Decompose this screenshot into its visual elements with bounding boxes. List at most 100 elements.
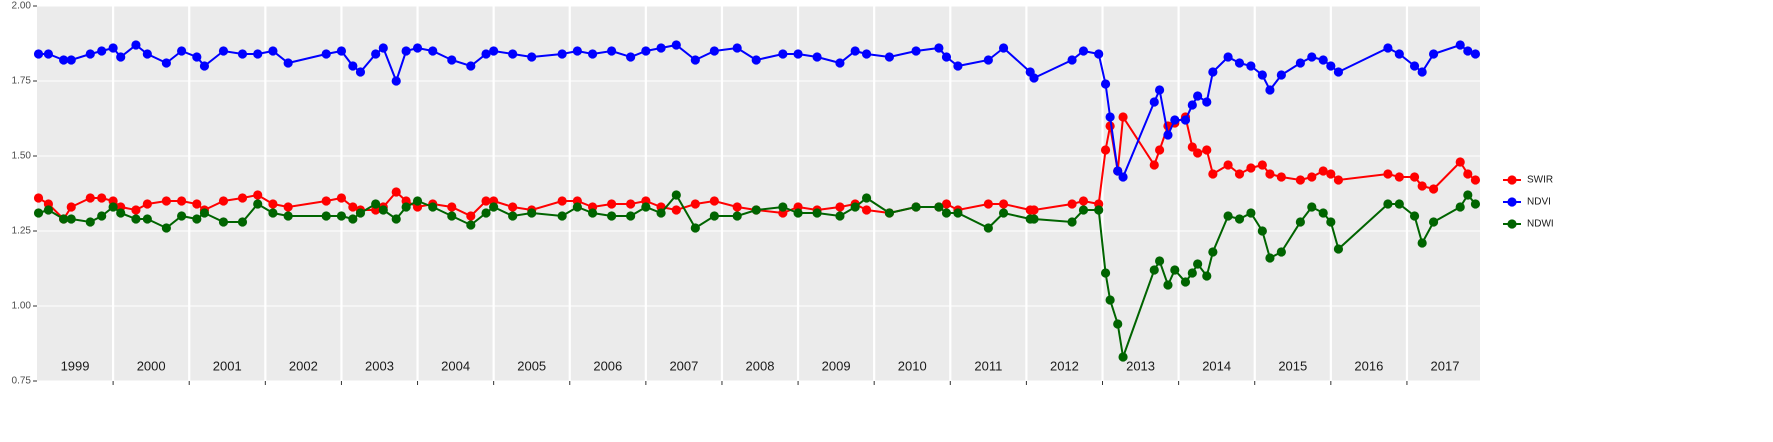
data-point [131, 214, 141, 224]
year-label: 2008 [746, 358, 775, 373]
data-point [732, 202, 742, 212]
data-point [1223, 160, 1233, 170]
data-point [850, 46, 860, 56]
data-point [1100, 79, 1111, 89]
data-point [607, 46, 617, 56]
data-point [1149, 160, 1159, 170]
data-point [1326, 217, 1336, 227]
data-point [1394, 49, 1404, 59]
data-point [1417, 181, 1427, 191]
data-point [1180, 277, 1191, 287]
data-point [66, 202, 76, 212]
data-point [1383, 199, 1393, 209]
data-point [283, 211, 293, 221]
data-point [283, 202, 293, 212]
data-point [1257, 160, 1267, 170]
year-label: 2015 [1278, 358, 1307, 373]
year-label: 2014 [1202, 358, 1231, 373]
data-point [1154, 145, 1165, 155]
data-point [1202, 145, 1212, 155]
data-point [626, 211, 636, 221]
data-point [321, 211, 331, 221]
data-point [911, 202, 921, 212]
data-point [607, 211, 617, 221]
plot-panel [37, 6, 1480, 381]
data-point [1307, 172, 1317, 182]
data-point [237, 217, 248, 227]
data-point [97, 211, 107, 221]
data-point [508, 49, 518, 59]
data-point [508, 202, 518, 212]
data-point [253, 49, 263, 59]
data-point [481, 196, 491, 206]
data-point [732, 211, 742, 221]
data-point [131, 40, 141, 50]
data-point [1428, 184, 1439, 194]
legend-label: NDVI [1527, 197, 1551, 208]
data-point [489, 202, 499, 212]
data-point [1394, 172, 1404, 182]
data-point [391, 187, 401, 197]
data-point [177, 211, 187, 221]
data-point [508, 211, 518, 221]
data-point [1105, 295, 1115, 305]
data-point [1333, 67, 1344, 77]
y-tick-label: 1.25 [12, 226, 32, 237]
data-point [401, 46, 411, 56]
year-label: 2006 [593, 358, 622, 373]
data-point [1276, 247, 1286, 257]
year-label: 2004 [441, 358, 470, 373]
data-point [348, 61, 358, 71]
data-point [108, 202, 118, 212]
data-point [161, 58, 171, 68]
data-point [1246, 61, 1256, 71]
data-point [142, 214, 152, 224]
data-point [572, 46, 582, 56]
data-point [1276, 172, 1286, 182]
data-point [1113, 166, 1123, 176]
data-point [557, 211, 567, 221]
data-point [1265, 85, 1275, 95]
data-point [1246, 208, 1256, 218]
data-point [1470, 175, 1481, 185]
year-label: 2012 [1050, 358, 1079, 373]
data-point [1265, 169, 1275, 179]
year-label: 2016 [1354, 358, 1383, 373]
data-point [1193, 148, 1203, 158]
data-point [934, 202, 944, 212]
data-point [116, 208, 126, 218]
year-label: 2010 [898, 358, 927, 373]
data-point [466, 211, 476, 221]
data-point [884, 52, 895, 62]
data-point [732, 43, 742, 53]
y-tick-label: 1.75 [12, 76, 32, 87]
legend-label: SWIR [1527, 175, 1553, 186]
data-point [587, 49, 598, 59]
data-point [1470, 49, 1481, 59]
year-label: 2005 [517, 358, 546, 373]
data-point [861, 49, 872, 59]
data-point [237, 49, 248, 59]
data-point [656, 208, 666, 218]
data-point [1428, 217, 1439, 227]
data-point [1470, 199, 1481, 209]
data-point [671, 190, 681, 200]
data-point [1113, 319, 1123, 329]
data-point [1100, 268, 1111, 278]
data-point [1333, 175, 1344, 185]
data-point [1383, 43, 1393, 53]
data-point [1078, 205, 1089, 215]
data-point [489, 46, 499, 56]
data-point [1094, 205, 1104, 215]
data-point [1295, 217, 1305, 227]
data-point [812, 208, 822, 218]
data-point [161, 223, 171, 233]
data-point [1223, 211, 1233, 221]
data-point [412, 43, 423, 53]
data-point [1149, 265, 1159, 275]
data-point [1307, 52, 1317, 62]
data-point [1118, 352, 1128, 362]
data-point [557, 196, 567, 206]
data-point [1295, 58, 1305, 68]
data-point [1333, 244, 1344, 254]
